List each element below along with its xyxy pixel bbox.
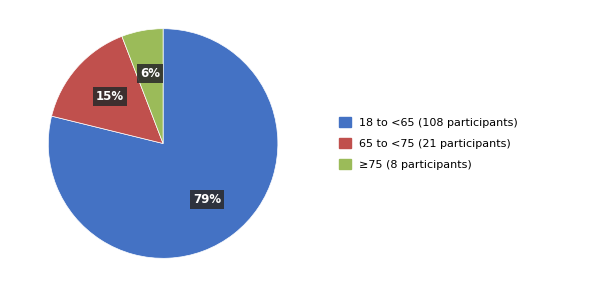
Wedge shape [48,29,278,258]
Text: 15%: 15% [95,90,124,103]
Wedge shape [52,36,163,144]
Legend: 18 to <65 (108 participants), 65 to <75 (21 participants), ≥75 (8 participants): 18 to <65 (108 participants), 65 to <75 … [339,117,518,170]
Text: 79%: 79% [193,193,221,206]
Wedge shape [122,29,163,144]
Text: 6%: 6% [140,67,160,80]
